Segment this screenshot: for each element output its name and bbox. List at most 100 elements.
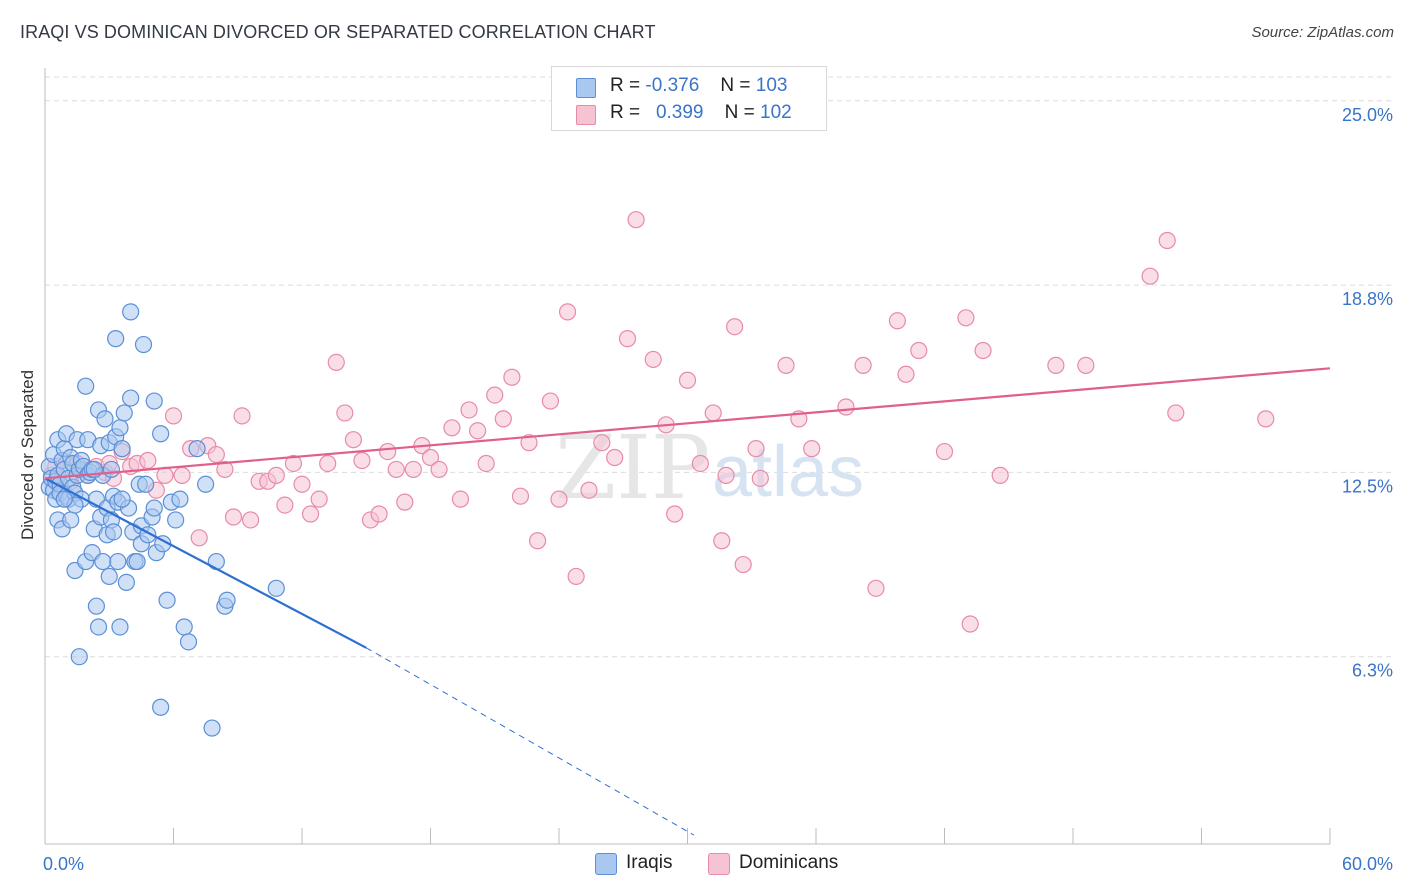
dominican-point <box>310 490 328 508</box>
legend-n-label: N = <box>720 75 751 96</box>
iraqi-point <box>134 335 153 354</box>
dominican-point <box>854 356 872 374</box>
iraqi-point <box>128 552 146 571</box>
legend-swatch-iraqis <box>576 78 596 98</box>
dominican-point <box>477 454 495 473</box>
dominican-point <box>991 466 1009 484</box>
axes <box>44 68 1331 845</box>
dominican-point <box>224 508 243 526</box>
dominican-trend-line <box>44 367 1331 480</box>
iraqi-point <box>87 597 106 615</box>
iraqi-point <box>96 410 114 428</box>
dominican-point <box>644 350 662 369</box>
iraqi-point <box>122 303 140 321</box>
legend-swatch-dominicans <box>576 105 596 125</box>
iraqi-point <box>113 490 131 508</box>
legend-n-value-dominicans: 102 <box>760 102 792 123</box>
bottom-legend-label-dominicans: Dominicans <box>739 852 839 873</box>
dominican-point <box>897 365 915 383</box>
iraqi-point <box>62 511 80 529</box>
dominican-point <box>344 431 362 449</box>
iraqi-point <box>152 425 170 443</box>
iraqi-point <box>104 523 123 541</box>
dominican-point <box>867 579 885 597</box>
iraqi-point <box>152 698 170 716</box>
dominican-point <box>284 454 303 473</box>
trend-lines <box>44 367 1331 836</box>
legend-text-iraqis: R = -0.376 N = 103 <box>610 75 787 97</box>
iraqi-point <box>197 475 215 493</box>
legend-n-label: N = <box>724 102 755 123</box>
dominican-point <box>301 505 320 523</box>
dominican-point <box>910 341 928 360</box>
dominican-point <box>726 318 744 336</box>
iraqi-point <box>171 490 189 508</box>
gridlines <box>45 76 1392 658</box>
dominican-point <box>404 460 422 479</box>
dominican-point <box>370 505 388 523</box>
dominican-point <box>837 398 855 416</box>
iraqi-point <box>122 389 140 407</box>
dominican-point <box>558 303 577 321</box>
legend-r-label: R = <box>610 75 641 96</box>
dominican-point <box>451 490 470 508</box>
legend-n-value-iraqis: 103 <box>755 75 788 96</box>
iraqi-point <box>102 460 120 479</box>
dominican-point <box>421 448 440 467</box>
dominican-point <box>336 404 354 422</box>
dominican-point <box>580 481 598 499</box>
dominican-point <box>156 466 174 484</box>
legend-text-dominicans: R = 0.399 N = 102 <box>610 102 792 124</box>
dominican-point <box>233 407 251 425</box>
dominican-point <box>606 448 624 467</box>
dominican-point <box>520 434 538 452</box>
y-tick-label: 12.5% <box>1342 476 1393 496</box>
dominican-point <box>511 487 530 505</box>
dominican-point <box>713 532 731 550</box>
dominican-point <box>293 475 311 493</box>
iraqi-point <box>207 552 225 571</box>
dominican-point <box>379 442 397 461</box>
source-label: Source: ZipAtlas.com <box>1251 24 1394 41</box>
dominican-point <box>1047 356 1065 374</box>
x-tick-label: 0.0% <box>43 854 84 874</box>
iraqi-point <box>167 511 185 529</box>
bottom-legend-label-iraqis: Iraqis <box>626 852 673 873</box>
iraqi-point <box>218 591 236 609</box>
watermark-atlas: atlas <box>712 432 864 512</box>
dominican-point <box>276 496 294 514</box>
iraqi-point <box>100 567 118 586</box>
legend-r-value-iraqis: -0.376 <box>645 75 700 96</box>
dominican-point <box>691 454 709 473</box>
dominican-point <box>747 440 765 458</box>
dominican-point <box>387 460 405 479</box>
iraqi-point <box>94 552 112 571</box>
dominican-point <box>974 341 992 360</box>
dominican-point <box>173 466 191 484</box>
dominican-point <box>396 493 414 511</box>
iraqi-point <box>267 579 285 597</box>
dominican-point <box>242 511 260 529</box>
dominican-point <box>267 466 285 484</box>
iraqi-point <box>145 392 163 410</box>
dominican-point <box>618 330 637 348</box>
dominican-point <box>207 445 225 464</box>
chart-title: IRAQI VS DOMINICAN DIVORCED OR SEPARATED… <box>20 22 656 42</box>
dominican-point <box>503 368 521 386</box>
dominican-point <box>734 555 752 574</box>
iraqi-point <box>175 618 193 636</box>
iraqi-point <box>107 330 125 348</box>
dominican-point <box>353 451 371 470</box>
watermark-zip: ZIP <box>555 416 710 519</box>
iraqi-point <box>145 499 163 517</box>
iraqi-point <box>77 377 95 395</box>
dominican-point <box>627 211 645 229</box>
y-axis-title: Divorced or Separated <box>18 369 37 541</box>
dominican-point <box>567 567 585 586</box>
dominican-point <box>1158 231 1176 250</box>
iraqi-point <box>188 440 206 458</box>
bottom-legend-swatch-iraqis <box>595 853 617 875</box>
dominican-point <box>319 454 337 473</box>
iraqi-point <box>158 591 176 609</box>
